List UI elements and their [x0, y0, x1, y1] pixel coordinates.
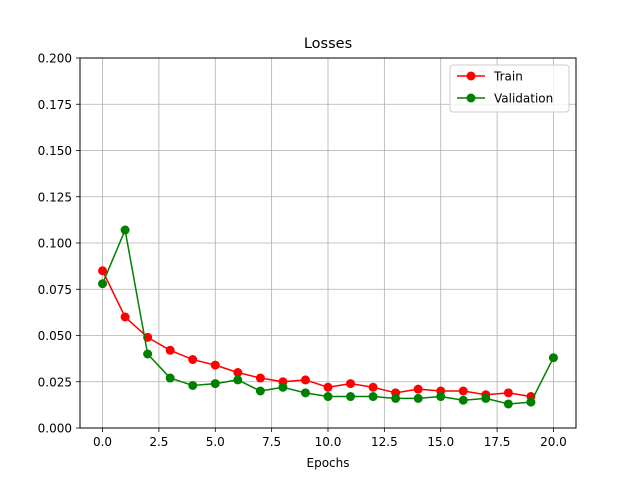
y-tick-label: 0.125 [38, 190, 72, 204]
y-tick-label: 0.200 [38, 52, 72, 66]
train-data-point [346, 379, 356, 389]
train-data-point [413, 384, 423, 394]
x-tick-label: 20.0 [540, 435, 567, 449]
train-data-point [98, 266, 108, 276]
train-data-point [368, 382, 378, 392]
x-tick-label: 17.5 [484, 435, 511, 449]
validation-data-point [526, 397, 536, 407]
y-tick-label: 0.075 [38, 283, 72, 297]
y-tick-label: 0.000 [38, 422, 72, 436]
validation-data-point [188, 380, 198, 390]
x-axis-label: Epochs [307, 456, 350, 470]
validation-data-point [120, 225, 130, 235]
legend-validation-marker [466, 93, 476, 103]
y-tick-label: 0.050 [38, 329, 72, 343]
x-tick-label: 2.5 [149, 435, 168, 449]
series-layer [98, 225, 558, 409]
x-tick-label: 5.0 [206, 435, 225, 449]
train-data-point [255, 373, 265, 383]
validation-data-point [255, 386, 265, 396]
legend-train-label: Train [493, 70, 523, 84]
validation-data-point [98, 279, 108, 289]
validation-data-point [548, 353, 558, 363]
validation-data-point [413, 393, 423, 403]
legend-train-marker [466, 71, 476, 81]
validation-data-point [436, 392, 446, 402]
y-tick-label: 0.100 [38, 237, 72, 251]
x-tick-label: 15.0 [427, 435, 454, 449]
validation-data-point [210, 379, 220, 389]
y-tick-label: 0.150 [38, 144, 72, 158]
x-tick-label: 10.0 [315, 435, 342, 449]
train-data-point [300, 375, 310, 385]
validation-data-point [143, 349, 153, 359]
train-data-point [188, 355, 198, 365]
x-tick-label: 7.5 [262, 435, 281, 449]
validation-data-point [368, 392, 378, 402]
validation-data-point [458, 395, 468, 405]
train-data-point [210, 360, 220, 370]
validation-data-point [346, 392, 356, 402]
validation-data-point [481, 393, 491, 403]
train-data-point [165, 345, 175, 355]
validation-data-point [503, 399, 513, 409]
legend-validation-label: Validation [494, 92, 553, 106]
train-data-point [323, 382, 333, 392]
axis-ticks: 0.0 2.5 5.0 7.5 10.0 12.5 15.0 17.5 20.0 0.000 0.0… [38, 52, 567, 450]
x-tick-label: 12.5 [371, 435, 398, 449]
train-data-point [120, 312, 130, 322]
validation-data-point [391, 393, 401, 403]
train-data-point [233, 368, 243, 377]
x-tick-label: 0.0 [93, 435, 112, 449]
train-data-point [458, 386, 468, 396]
y-tick-label: 0.025 [38, 375, 72, 389]
validation-data-point [300, 388, 310, 398]
chart-title: Losses [304, 36, 352, 52]
validation-data-point [278, 382, 288, 392]
y-tick-label: 0.175 [38, 98, 72, 112]
validation-data-point [165, 373, 175, 383]
validation-data-point [233, 375, 243, 385]
legend: Train Validation [449, 64, 570, 113]
train-data-point [503, 388, 513, 398]
validation-data-point [323, 392, 333, 402]
